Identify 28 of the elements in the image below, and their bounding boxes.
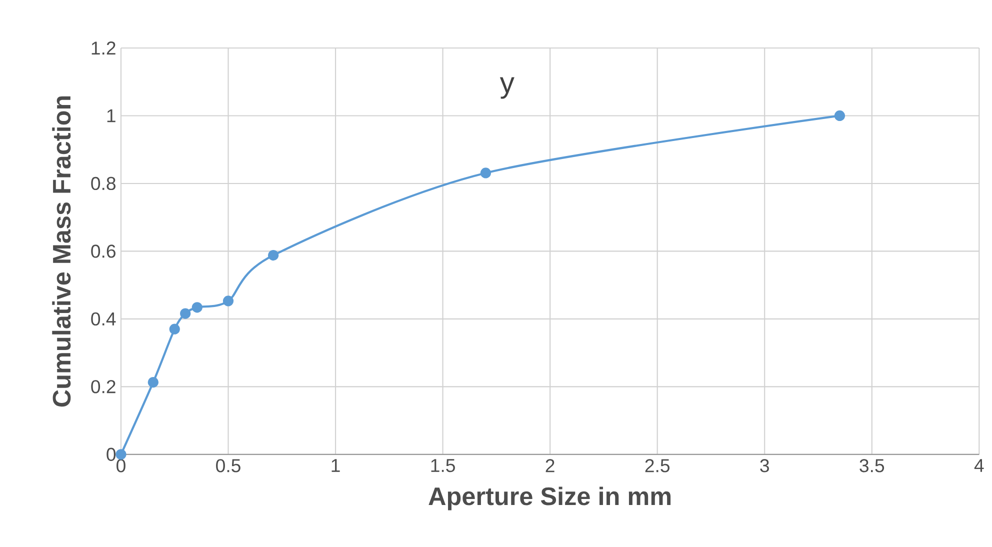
point xyxy=(169,324,180,334)
x-tick-label: 2.5 xyxy=(645,459,670,472)
point xyxy=(192,302,202,313)
x-tick-label: 2 xyxy=(546,459,554,472)
point xyxy=(834,110,846,122)
x-tick-label: 3.5 xyxy=(860,459,884,472)
point xyxy=(148,376,158,388)
y-tick-label: 0.4 xyxy=(91,312,116,326)
y-tick-label: 0 xyxy=(106,448,116,461)
point xyxy=(116,449,126,460)
y-axis-title: Cumulative Mass Fraction xyxy=(52,96,71,407)
point xyxy=(268,250,279,261)
x-axis-title: Aperture Size in mm xyxy=(428,486,671,510)
x-tick-label: 0.5 xyxy=(216,459,240,472)
y-tick-label: 0.6 xyxy=(91,244,116,258)
point xyxy=(180,308,191,319)
text: y xyxy=(500,77,514,99)
point xyxy=(480,168,492,178)
y-tick-label: 0.8 xyxy=(91,176,116,190)
x-tick-label: 1 xyxy=(332,459,340,472)
x-tick-label: 3 xyxy=(760,459,769,472)
y-tick-label: 1.2 xyxy=(92,41,116,54)
x-tick-label: 0 xyxy=(116,459,126,472)
y-tick-label: 0.2 xyxy=(91,380,116,394)
point xyxy=(222,296,234,306)
x-tick-label: 1.5 xyxy=(431,459,455,472)
x-tick-label: 4 xyxy=(974,459,984,472)
y-tick-label: 1 xyxy=(107,109,116,122)
